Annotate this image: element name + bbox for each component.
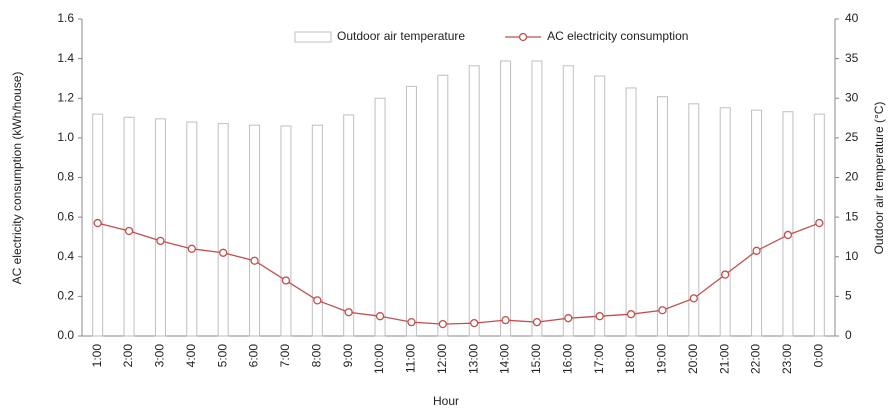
marker	[501, 315, 510, 325]
bar	[311, 124, 323, 337]
bar	[374, 97, 386, 337]
marker	[187, 244, 196, 253]
bar	[656, 96, 668, 337]
bar	[500, 60, 512, 337]
x-tick-label: 2:00	[121, 344, 135, 368]
y2-tick-label: 10	[845, 249, 859, 263]
x-tick-label: 7:00	[278, 344, 292, 368]
x-tick-label: 11:00	[404, 344, 418, 373]
marker	[815, 218, 824, 228]
marker	[250, 256, 259, 265]
bar	[719, 107, 731, 337]
bar	[562, 65, 574, 337]
bar	[123, 116, 135, 337]
x-tick-label: 20:00	[686, 344, 700, 374]
bar	[625, 87, 637, 337]
y-tick-label: 0.2	[57, 289, 74, 303]
bar	[217, 123, 229, 337]
y-tick-label: 1.2	[57, 90, 74, 104]
marker	[658, 306, 667, 315]
x-tick-label: 6:00	[247, 344, 261, 368]
bar	[688, 103, 700, 337]
marker	[689, 294, 698, 303]
x-tick-label: 5:00	[215, 344, 229, 368]
bar	[249, 124, 261, 337]
bar	[154, 118, 166, 337]
marker	[752, 246, 761, 255]
marker	[93, 218, 102, 228]
y2-tick-label: 5	[845, 289, 852, 303]
y-tick-label: 0.4	[57, 249, 74, 263]
y-tick-label: 0.6	[57, 209, 74, 223]
legend-swatch	[294, 31, 332, 43]
y-tick-label: 0.0	[57, 328, 74, 342]
y2-tick-label: 0	[845, 328, 852, 342]
x-tick-label: 1:00	[90, 344, 104, 368]
bar	[437, 74, 449, 337]
x-tick-label: 10:00	[372, 344, 386, 374]
marker	[783, 230, 793, 240]
legend-label: AC electricity consumption	[547, 29, 688, 43]
bar	[280, 125, 292, 337]
y2-tick-label: 25	[845, 130, 859, 144]
x-tick-label: 21:00	[717, 344, 731, 374]
y-tick-label: 1.4	[57, 51, 74, 65]
x-tick-label: 16:00	[560, 344, 574, 374]
legend-label: Outdoor air temperature	[337, 29, 465, 43]
line	[97, 222, 820, 325]
x-tick-label: 8:00	[309, 344, 323, 368]
x-tick-label: 18:00	[623, 344, 637, 374]
marker	[470, 318, 479, 328]
y-tick-label: 1.0	[57, 130, 74, 144]
x-axis-label: Hour	[433, 394, 459, 408]
x-tick-label: 15:00	[529, 344, 543, 374]
bar	[751, 109, 763, 337]
marker	[313, 296, 322, 305]
marker	[344, 308, 353, 317]
marker	[595, 312, 604, 321]
y-tick-label: 1.6	[57, 11, 74, 25]
x-tick-label: 22:00	[749, 344, 763, 374]
y2-tick-label: 40	[845, 11, 859, 25]
x-tick-label: 14:00	[498, 344, 512, 374]
bar	[343, 114, 355, 337]
bar	[468, 65, 480, 337]
x-tick-label: 13:00	[466, 344, 480, 374]
x-tick-label: 12:00	[435, 344, 449, 374]
bar	[782, 111, 794, 337]
marker	[407, 317, 416, 327]
x-tick-label: 19:00	[655, 344, 669, 374]
y2-tick-label: 20	[845, 170, 859, 184]
x-tick-label: 4:00	[184, 344, 198, 368]
marker	[438, 319, 447, 329]
x-tick-label: 17:00	[592, 344, 606, 374]
marker	[721, 270, 730, 279]
y-axis-label: AC electricity consumption (kWh/house)	[10, 72, 24, 285]
marker	[156, 236, 165, 246]
bar	[531, 60, 543, 337]
marker	[626, 310, 636, 319]
y2-tick-label: 15	[845, 209, 859, 223]
y-tick-label: 0.8	[57, 170, 74, 184]
marker	[564, 314, 573, 323]
y2-tick-label: 30	[845, 90, 859, 104]
bar	[594, 75, 606, 337]
bar	[405, 85, 417, 337]
bar	[186, 121, 198, 337]
marker	[219, 248, 228, 257]
marker	[532, 317, 542, 327]
y2-tick-label: 35	[845, 51, 859, 65]
x-tick-label: 0:00	[811, 344, 825, 368]
marker	[281, 276, 291, 285]
x-tick-label: 23:00	[780, 344, 794, 374]
legend-swatch	[518, 32, 528, 42]
x-tick-label: 9:00	[341, 344, 355, 368]
x-tick-label: 3:00	[153, 344, 167, 368]
marker	[375, 312, 385, 321]
marker	[124, 226, 134, 236]
y2-axis-label: Outdoor air temperature (°C)	[872, 102, 886, 255]
